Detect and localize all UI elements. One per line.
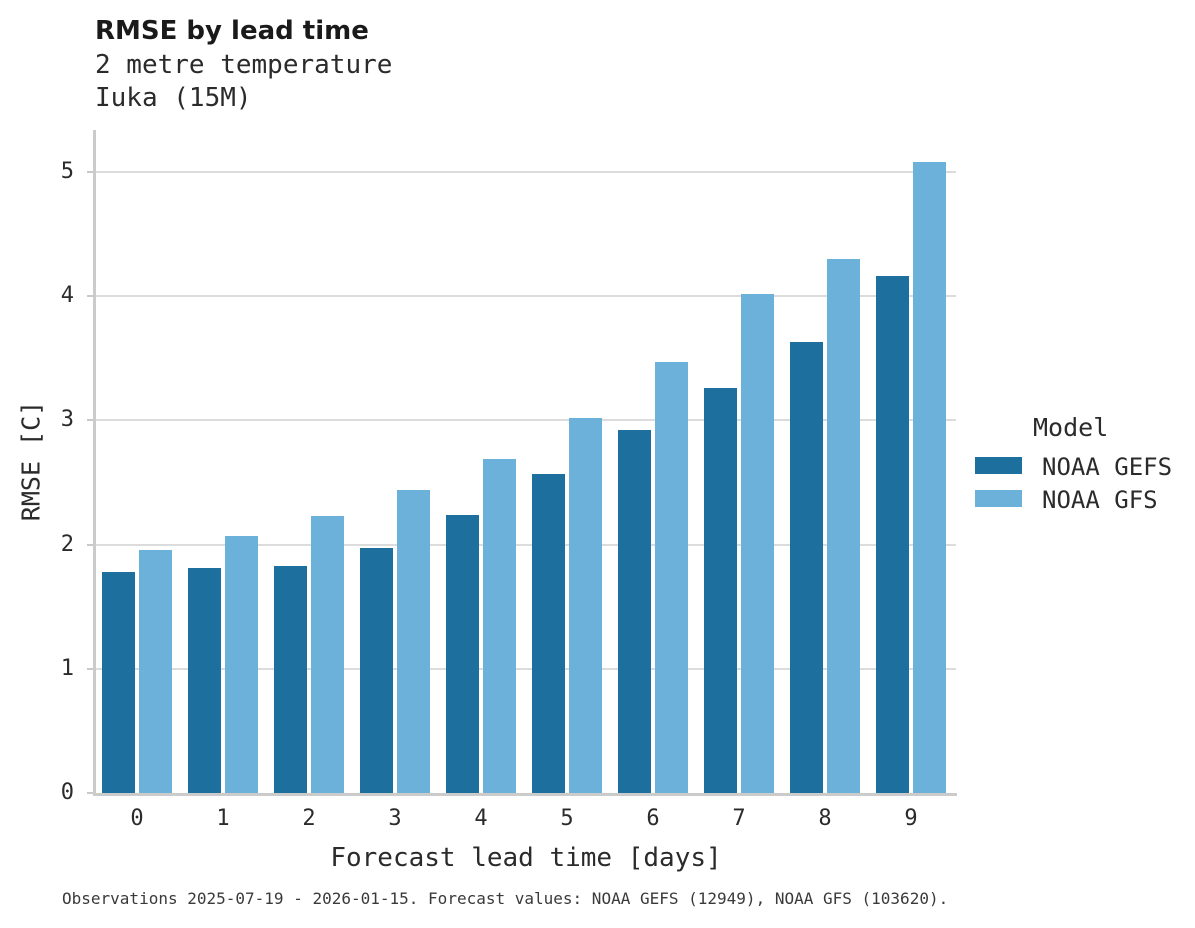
gridline-y-5 <box>96 171 956 173</box>
gridline-y-4 <box>96 295 956 297</box>
bar-noaa-gfs-day-1 <box>225 536 258 793</box>
bar-noaa-gefs-day-5 <box>532 474 565 793</box>
bar-noaa-gfs-day-7 <box>741 294 774 793</box>
y-tick-label: 2 <box>60 532 74 557</box>
footer-note: Observations 2025-07-19 - 2026-01-15. Fo… <box>62 889 949 908</box>
bar-noaa-gfs-day-9 <box>913 162 946 793</box>
x-axis-spine <box>93 793 957 796</box>
bar-noaa-gfs-day-2 <box>311 516 344 793</box>
y-axis-spine <box>93 130 96 796</box>
bar-noaa-gfs-day-4 <box>483 459 516 793</box>
x-tick-label-5: 5 <box>560 806 574 831</box>
x-tick-label-3: 3 <box>388 806 402 831</box>
y-tick-mark <box>87 544 93 546</box>
y-tick-label: 0 <box>60 780 74 805</box>
bar-noaa-gefs-day-1 <box>188 568 221 793</box>
legend-title: Model <box>1033 413 1109 442</box>
legend-label: NOAA GFS <box>1042 486 1158 514</box>
y-tick-label: 5 <box>60 159 74 184</box>
bar-noaa-gefs-day-3 <box>360 548 393 793</box>
bar-noaa-gfs-day-0 <box>139 550 172 793</box>
bar-noaa-gfs-day-6 <box>655 362 688 793</box>
x-axis-label: Forecast lead time [days] <box>330 843 722 873</box>
legend-swatch <box>975 457 1022 474</box>
bar-noaa-gefs-day-7 <box>704 388 737 793</box>
bar-noaa-gfs-day-8 <box>827 259 860 793</box>
y-tick-mark <box>87 171 93 173</box>
bar-noaa-gefs-day-2 <box>274 566 307 793</box>
y-tick-mark <box>87 419 93 421</box>
bar-noaa-gefs-day-6 <box>618 430 651 793</box>
chart-subtitle-station: Iuka (15M) <box>95 83 252 113</box>
x-tick-label-8: 8 <box>818 806 832 831</box>
x-tick-label-2: 2 <box>302 806 316 831</box>
gridline-y-3 <box>96 419 956 421</box>
y-tick-mark <box>87 792 93 794</box>
plot-area: 0 1 2 3 4 5 0 1 2 3 4 5 6 7 8 9 <box>61 130 957 831</box>
y-tick-mark <box>87 668 93 670</box>
x-tick-label-4: 4 <box>474 806 488 831</box>
y-axis-label: RMSE [C] <box>16 400 46 522</box>
bar-noaa-gefs-day-0 <box>102 572 135 793</box>
x-tick-label-1: 1 <box>216 806 230 831</box>
x-tick-label-7: 7 <box>732 806 746 831</box>
bar-noaa-gfs-day-3 <box>397 490 430 793</box>
y-tick-label: 4 <box>60 283 74 308</box>
y-tick-label: 1 <box>60 656 74 681</box>
bar-noaa-gefs-day-8 <box>790 342 823 793</box>
bar-noaa-gfs-day-5 <box>569 418 602 793</box>
legend-label: NOAA GEFS <box>1042 453 1173 481</box>
y-tick-mark <box>87 295 93 297</box>
bar-noaa-gefs-day-9 <box>876 276 909 793</box>
bar-noaa-gefs-day-4 <box>446 515 479 793</box>
gridline-y-1 <box>96 668 956 670</box>
y-tick-label: 3 <box>60 407 74 432</box>
legend-swatch <box>975 490 1022 507</box>
chart-title: RMSE by lead time <box>95 16 369 46</box>
x-tick-label-6: 6 <box>646 806 660 831</box>
chart-subtitle-variable: 2 metre temperature <box>95 50 393 80</box>
gridline-y-2 <box>96 544 956 546</box>
x-tick-label-0: 0 <box>130 806 144 831</box>
x-tick-label-9: 9 <box>904 806 918 831</box>
